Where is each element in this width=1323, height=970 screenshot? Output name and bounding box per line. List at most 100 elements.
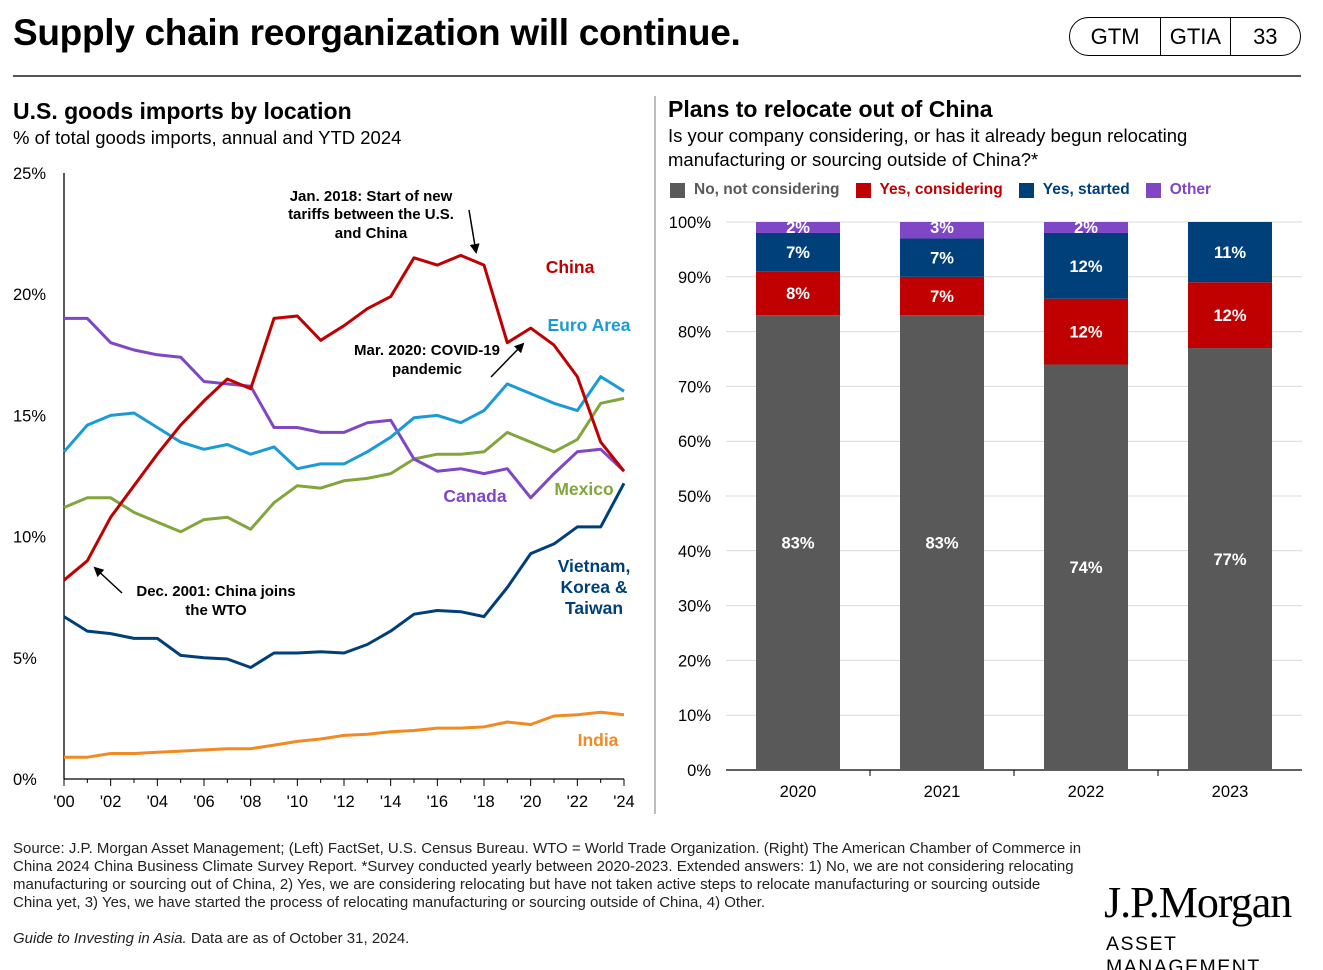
bar-segment-2023-2	[1188, 222, 1272, 283]
bar-data-label: 11%	[1214, 244, 1246, 262]
page-title: Supply chain reorganization will continu…	[13, 12, 741, 53]
series-label: Euro Area	[548, 315, 631, 335]
annotation-wto-line2: the WTO	[185, 602, 247, 619]
bar-segment-2021-0	[900, 315, 984, 770]
series-label: Taiwan	[565, 598, 623, 618]
right-y-tick-label: 20%	[678, 652, 711, 670]
footer-guide-title: Guide to Investing in Asia.	[13, 930, 187, 947]
left-y-tick-label: 20%	[13, 286, 46, 304]
left-chart-series-labels: China Euro Area Canada Mexico Vietnam,Korea …	[443, 257, 630, 750]
legend-item-considering: Yes, considering	[855, 181, 1003, 199]
annotation-tariffs-line1: Jan. 2018: Start of new	[290, 188, 453, 205]
bar-segment-2023-1	[1188, 282, 1272, 349]
series-line-canada	[64, 316, 626, 500]
bar-data-label: 2%	[1074, 219, 1098, 237]
legend-label: No, not considering	[694, 181, 840, 198]
footer-source: Source: J.P. Morgan Asset Management; (L…	[13, 840, 1082, 911]
annotation-tariffs-arrow	[468, 209, 480, 254]
right-chart-legend: No, not considering Yes, considering Yes…	[670, 181, 1227, 199]
footer-date: Data are as of October 31, 2024.	[186, 930, 410, 947]
bar-data-label: 83%	[781, 535, 814, 553]
left-y-tick-label: 5%	[13, 650, 37, 668]
series-label: Mexico	[554, 479, 613, 499]
left-x-tick-label: '22	[567, 793, 589, 811]
right-y-tick-label: 30%	[678, 598, 711, 616]
jpmorgan-logo: J.P.Morgan	[1104, 878, 1292, 927]
page-badge: GTM GTIA 33	[1069, 17, 1301, 56]
annotation-covid-arrow	[490, 342, 525, 378]
bar-data-label: 3%	[930, 219, 954, 237]
bar-segment-2021-1	[900, 276, 984, 316]
left-x-tick-label: '20	[520, 793, 542, 811]
left-x-tick-label: '00	[53, 793, 75, 811]
legend-item-started: Yes, started	[1018, 181, 1130, 199]
series-line-vietnam-korea-taiwan	[63, 482, 626, 669]
left-x-tick-label: '14	[380, 793, 402, 811]
header-rule	[13, 75, 1301, 77]
right-y-tick-label: 70%	[678, 378, 711, 396]
series-line-euro-area	[62, 375, 625, 471]
right-y-tick-label: 90%	[678, 269, 711, 287]
footer-asof: Guide to Investing in Asia. Data are as …	[13, 930, 409, 947]
bar-data-label: 7%	[930, 288, 954, 306]
right-y-tick-label: 0%	[687, 762, 711, 780]
right-chart-question-line2: manufacturing or sourcing outside of Chi…	[668, 149, 1039, 170]
annotation-covid-line2: pandemic	[392, 361, 462, 378]
legend-label: Yes, considering	[879, 181, 1003, 198]
right-y-tick-label: 50%	[678, 488, 711, 506]
legend-swatch	[1145, 182, 1161, 198]
annotation-wto-line1: Dec. 2001: China joins	[136, 583, 295, 600]
panel-divider	[654, 96, 656, 814]
annotation-tariffs-line2: tariffs between the U.S.	[288, 206, 454, 223]
annotation-covid-line1: Mar. 2020: COVID-19	[354, 342, 500, 359]
bar-segment-2022-2	[1044, 232, 1128, 299]
right-x-tick-label: 2023	[1212, 783, 1249, 801]
bar-segment-2020-1	[756, 271, 840, 316]
left-x-tick-label: '18	[473, 793, 495, 811]
bar-segment-2020-3	[756, 222, 840, 233]
bar-segment-2022-1	[1044, 298, 1128, 365]
bar-segment-2020-0	[756, 315, 840, 770]
legend-label: Yes, started	[1042, 181, 1130, 198]
bar-segment-2022-3	[1044, 222, 1128, 233]
left-x-tick-label: '06	[193, 793, 215, 811]
badge-gtm: GTM	[1070, 18, 1162, 55]
jpmorgan-logo-subtitle: ASSET MANAGEMENT	[1106, 933, 1261, 970]
left-y-tick-label: 0%	[13, 771, 37, 789]
left-chart-axes: 0% 5% 10% 15% 20% 25% '00 '02 '04 '06 '08 '10 '12 '14…	[13, 165, 635, 811]
right-chart-bars: 83% 8% 7% 2% 83% 7% 7% 3% 74% 12% 12% 2% 77% 12% 11%	[756, 219, 1272, 770]
left-chart-subtitle: % of total goods imports, annual and YTD…	[13, 127, 402, 148]
badge-page-number: 33	[1253, 23, 1278, 49]
bar-data-label: 77%	[1213, 551, 1246, 569]
legend-swatch	[1018, 182, 1034, 198]
series-label: Canada	[443, 486, 506, 506]
bar-data-label: 8%	[786, 285, 810, 303]
bar-data-label: 12%	[1069, 258, 1102, 276]
left-y-tick-label: 15%	[13, 407, 46, 425]
right-x-tick-label: 2020	[780, 783, 817, 801]
right-y-tick-label: 40%	[678, 543, 711, 561]
bar-data-label: 12%	[1069, 324, 1102, 342]
legend-item-other: Other	[1145, 181, 1212, 199]
annotation-tariffs-line3: and China	[335, 225, 408, 242]
legend-swatch	[670, 182, 685, 198]
bar-data-label: 12%	[1213, 307, 1246, 325]
bar-data-label: 7%	[930, 250, 954, 268]
bar-data-label: 74%	[1069, 559, 1102, 577]
series-label: Vietnam,	[558, 556, 631, 576]
series-line-china	[63, 253, 626, 582]
left-x-tick-label: '24	[613, 793, 635, 811]
legend-label: Other	[1169, 181, 1212, 198]
left-x-tick-label: '04	[147, 793, 169, 811]
right-y-tick-label: 60%	[678, 433, 711, 451]
right-y-tick-label: 100%	[669, 214, 712, 232]
bar-data-label: 83%	[925, 535, 958, 553]
bar-segment-2023-0	[1188, 348, 1272, 770]
bar-segment-2021-3	[900, 222, 984, 239]
legend-swatch	[855, 182, 871, 198]
series-label: China	[546, 257, 595, 277]
left-x-tick-label: '02	[100, 793, 122, 811]
badge-gtia: GTIA	[1161, 18, 1231, 55]
bar-data-label: 2%	[786, 219, 810, 237]
